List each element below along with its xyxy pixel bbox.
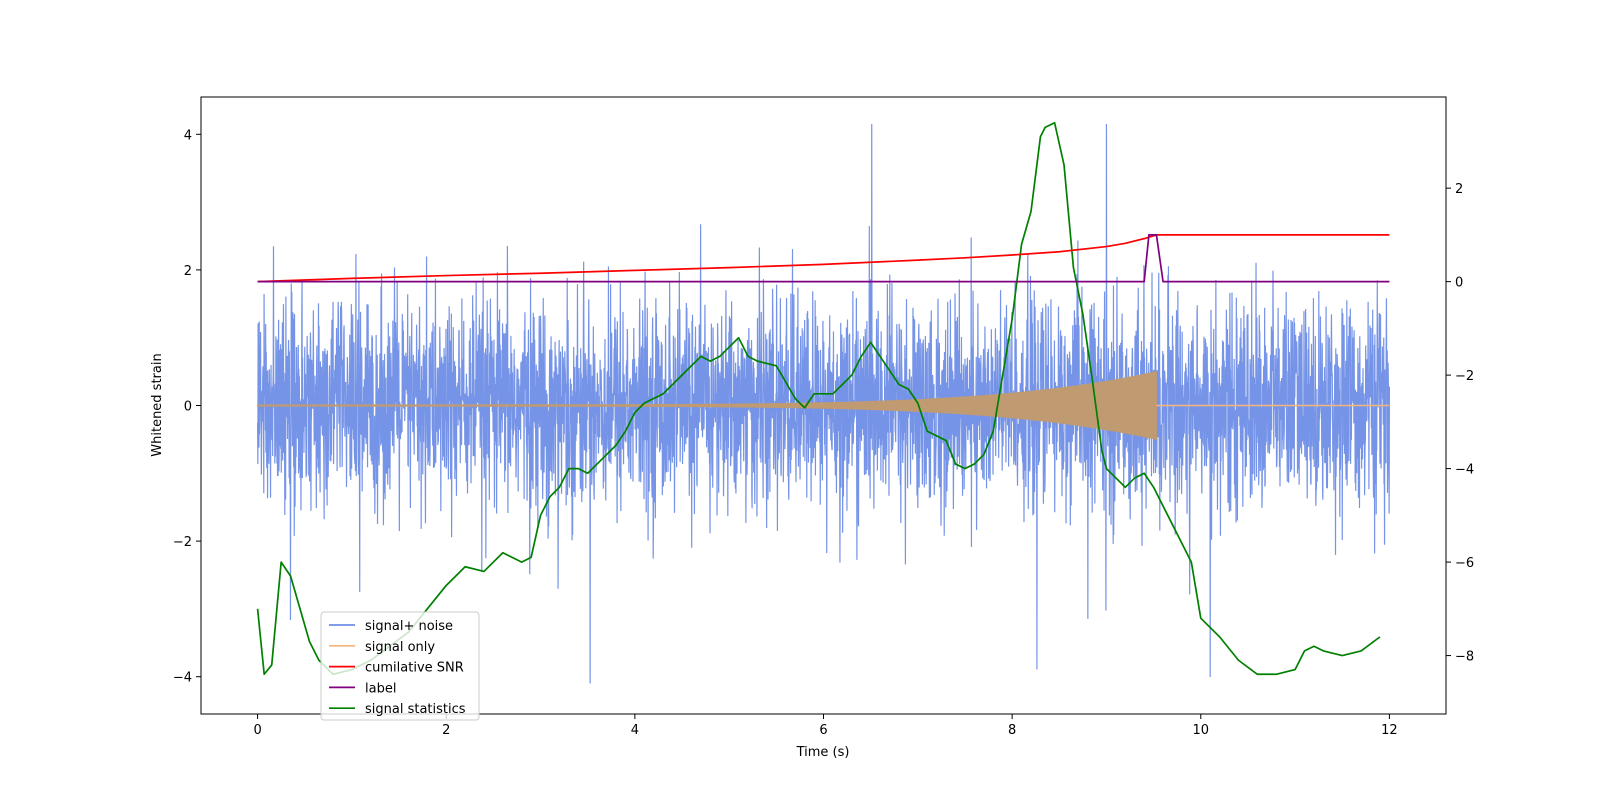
- series-signal-noise-line: [256, 124, 1391, 684]
- y-left-tick-label-3: 2: [184, 264, 192, 279]
- x-tick-label-6: 12: [1381, 723, 1398, 738]
- x-tick-label-5: 10: [1192, 723, 1209, 738]
- legend-label-0: signal+ noise: [365, 619, 453, 634]
- y-left-tick-label-1: −2: [173, 535, 192, 550]
- x-tick-label-2: 4: [631, 723, 639, 738]
- y-right-tick-label-4: 0: [1455, 276, 1463, 291]
- legend-box: [320, 611, 480, 721]
- y-right-tick-label-3: −2: [1455, 369, 1474, 384]
- series-signal-only-envelope: [257, 370, 1157, 441]
- series-cumilative-snr-line: [257, 234, 1390, 283]
- series-layer: [256, 121, 1391, 684]
- x-axis-label: Time (s): [796, 745, 850, 760]
- x-tick-label-1: 2: [442, 723, 450, 738]
- x-tick-label-3: 6: [819, 723, 827, 738]
- y-left-tick-label-0: −4: [173, 671, 192, 686]
- y-right-tick-label-5: 2: [1455, 182, 1463, 197]
- series-signal-statistics-line: [256, 121, 1381, 676]
- y-right-tick-label-1: −6: [1455, 556, 1474, 571]
- y-left-tick-label-2: 0: [184, 400, 192, 415]
- legend-label-4: signal statistics: [365, 702, 466, 717]
- y-right-tick-label-2: −4: [1455, 463, 1474, 478]
- series-label-line: [257, 234, 1390, 283]
- x-tick-label-0: 0: [253, 723, 261, 738]
- y-left-tick-label-4: 4: [184, 128, 192, 143]
- y-right-tick-label-0: −8: [1455, 650, 1474, 665]
- y-axis-label: Whitened strain: [150, 353, 165, 456]
- legend-label-1: signal only: [365, 640, 435, 655]
- x-tick-label-4: 8: [1008, 723, 1016, 738]
- legend-label-3: label: [365, 681, 396, 696]
- axes-layer: 0 2 4 6 8 10 12 −4 −2 0 2 4 −8 −6 −4 −2 0 2: [173, 128, 1474, 738]
- legend-label-2: cumilative SNR: [365, 661, 464, 676]
- legend: signal+ noise signal only cumilative SNR la…: [320, 611, 480, 721]
